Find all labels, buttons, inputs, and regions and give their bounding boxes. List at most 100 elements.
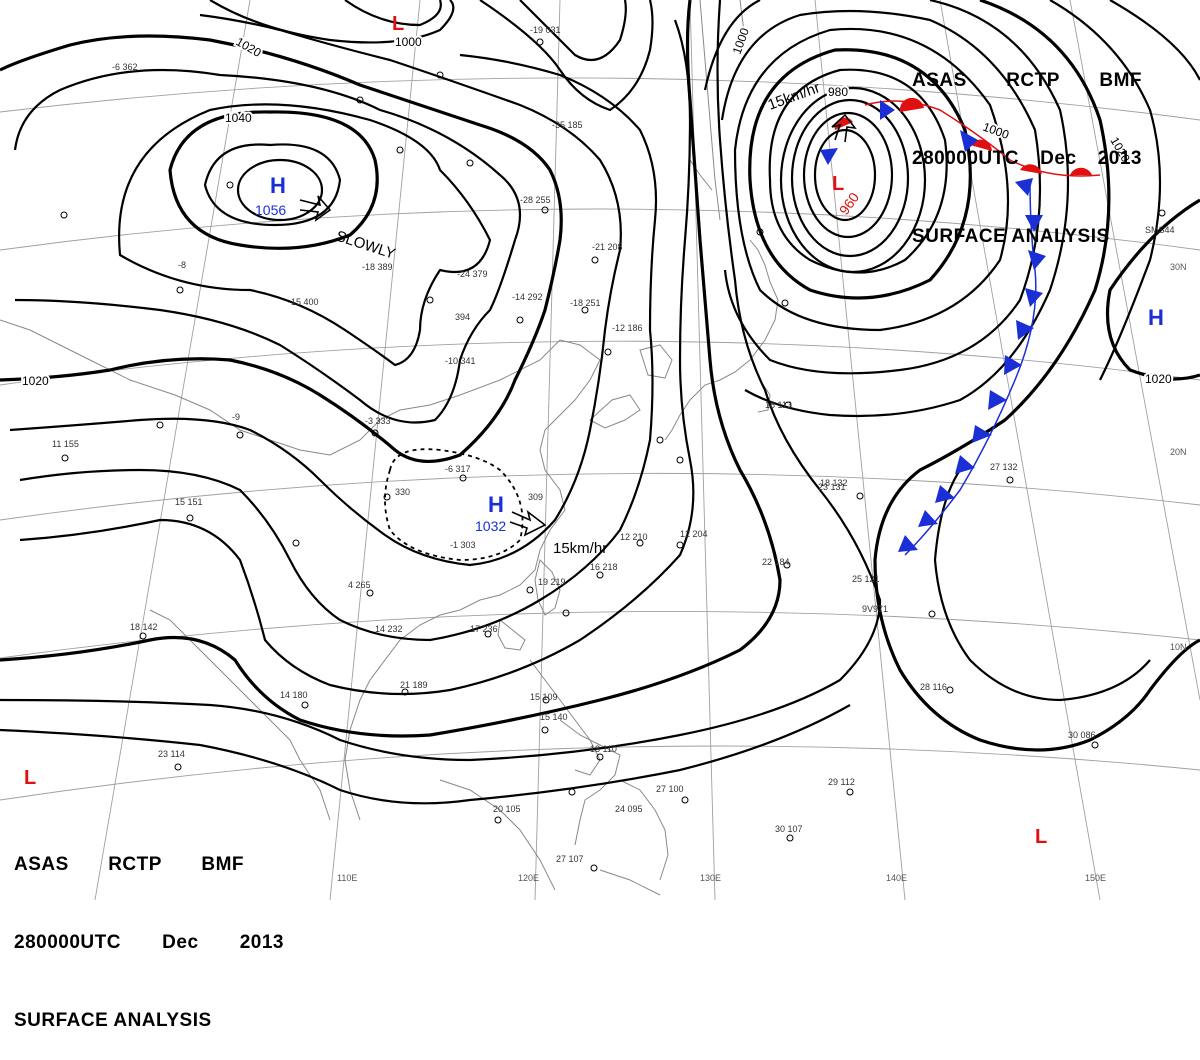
latitude-label: 30N — [1170, 262, 1187, 272]
station-label: 24 095 — [615, 804, 643, 814]
coastlines — [0, 0, 779, 896]
station-label: -24 379 — [457, 269, 488, 279]
station-label: -21 208 — [592, 242, 623, 252]
motion-arrows — [299, 113, 857, 537]
latitude-label: 10N — [1170, 642, 1187, 652]
high-china-value: 1032 — [475, 518, 506, 534]
header-bottom: ASAS RCTP BMF 280000UTC Dec 2013 SURFACE ANA… — [14, 800, 284, 1060]
low-sw-symbol: L — [24, 767, 36, 789]
high-pacific-symbol: H — [1148, 305, 1164, 330]
station-label: 309 — [528, 492, 543, 502]
station-label: 330 — [395, 487, 410, 497]
motion-label: 15km/hr — [766, 79, 823, 114]
station-label: -35 185 — [552, 120, 583, 130]
station-label: -6 362 — [112, 62, 138, 72]
station-label: 20 105 — [493, 804, 521, 814]
header-time: 280000UTC — [912, 148, 1019, 169]
low-north-symbol: L — [392, 13, 404, 35]
station-label: 18 142 — [130, 622, 158, 632]
header-station: RCTP — [1006, 70, 1060, 91]
station-label: -8 — [178, 260, 186, 270]
station-label: 9V971 — [862, 604, 888, 614]
station-label: 15 151 — [175, 497, 203, 507]
station-label: -3 333 — [365, 416, 391, 426]
isobar-label: 1000 — [395, 35, 422, 49]
station-label: 19 219 — [538, 577, 566, 587]
station-label: 27 132 — [990, 462, 1018, 472]
header-time: 280000UTC — [14, 932, 121, 953]
header-year: 2013 — [239, 932, 284, 953]
motion-label: SLOWLY — [334, 228, 398, 263]
station-label: 22 184 — [762, 557, 790, 567]
longitude-label: 120E — [518, 873, 539, 883]
station-label: 16 218 — [590, 562, 618, 572]
header-code: BMF — [1099, 70, 1142, 91]
longitude-label: 110E — [337, 873, 357, 883]
station-label: 18 110 — [590, 744, 617, 754]
station-label: 15 109 — [530, 692, 558, 702]
isobar-label: 980 — [828, 85, 848, 99]
axis-labels: 110E 120E 130E 140E 150E 30N 20N 10N — [337, 262, 1187, 883]
motion-label: 15km/hr — [553, 540, 607, 557]
header-code: BMF — [201, 854, 244, 875]
station-label: 25 121 — [852, 574, 880, 584]
latitude-label: 20N — [1170, 447, 1187, 457]
high-china-symbol: H — [488, 492, 504, 517]
cold-front — [820, 100, 1046, 556]
station-label: -14 292 — [512, 292, 543, 302]
station-label: 27 107 — [556, 854, 584, 864]
station-label: -6 317 — [445, 464, 471, 474]
station-label: 29 112 — [828, 777, 855, 787]
dashed-isobar — [384, 448, 524, 561]
station-label: 394 — [455, 312, 470, 322]
station-label: 21 189 — [400, 680, 428, 690]
low-japan-symbol: L — [832, 173, 844, 195]
isobar-label: 1040 — [225, 111, 252, 125]
station-label: 28 116 — [920, 682, 947, 692]
header-agency: ASAS — [912, 70, 967, 91]
station-label: -12 186 — [612, 323, 643, 333]
station-label: 12 210 — [620, 532, 648, 542]
station-label: -9 — [232, 412, 240, 422]
station-label: -15 400 — [288, 297, 319, 307]
station-labels: -6 362 -19 031 -35 185 -28 255 -21 208 -… — [52, 25, 1175, 864]
isobar-label: 1020 — [1145, 372, 1172, 386]
station-label: SMS44 — [1145, 225, 1175, 235]
header-top: ASAS RCTP BMF 280000UTC Dec 2013 SURFACE ANA… — [912, 16, 1142, 276]
isobar-label: 1020 — [22, 374, 49, 388]
longitude-label: 140E — [886, 873, 907, 883]
station-label: 30 107 — [775, 824, 803, 834]
header-month: Dec — [1040, 148, 1077, 169]
station-label: -19 031 — [530, 25, 561, 35]
station-label: 15 140 — [540, 712, 568, 722]
header-agency: ASAS — [14, 854, 69, 875]
station-label: 4 265 — [348, 580, 371, 590]
station-label: -18 389 — [362, 262, 393, 272]
header-title: SURFACE ANALYSIS — [912, 226, 1110, 247]
station-label: 30 086 — [1068, 730, 1096, 740]
station-label: -1 303 — [450, 540, 476, 550]
station-label: 27 100 — [656, 784, 684, 794]
high-siberia-value: 1056 — [255, 202, 286, 218]
longitude-label: 130E — [700, 873, 721, 883]
station-label: 14 180 — [280, 690, 308, 700]
station-label: -18 251 — [570, 298, 601, 308]
header-title: SURFACE ANALYSIS — [14, 1010, 212, 1031]
surface-analysis-map: -6 362 -19 031 -35 185 -28 255 -21 208 -… — [0, 0, 1200, 900]
station-label: 18 132 — [820, 478, 848, 488]
station-label: 12 204 — [680, 529, 708, 539]
station-label: 11 155 — [52, 439, 79, 449]
low-se-symbol: L — [1035, 826, 1047, 848]
station-label: 14 232 — [375, 624, 403, 634]
isobar-label: 1020 — [234, 34, 264, 60]
header-month: Dec — [162, 932, 199, 953]
station-label: 23 131 — [818, 482, 846, 492]
station-label: -10 341 — [445, 356, 476, 366]
header-station: RCTP — [108, 854, 162, 875]
station-label: -28 255 — [520, 195, 551, 205]
high-siberia-symbol: H — [270, 173, 286, 198]
header-year: 2013 — [1097, 148, 1142, 169]
station-label: 18 113 — [765, 400, 792, 410]
station-label: 23 114 — [158, 749, 185, 759]
station-markers — [60, 38, 1166, 872]
